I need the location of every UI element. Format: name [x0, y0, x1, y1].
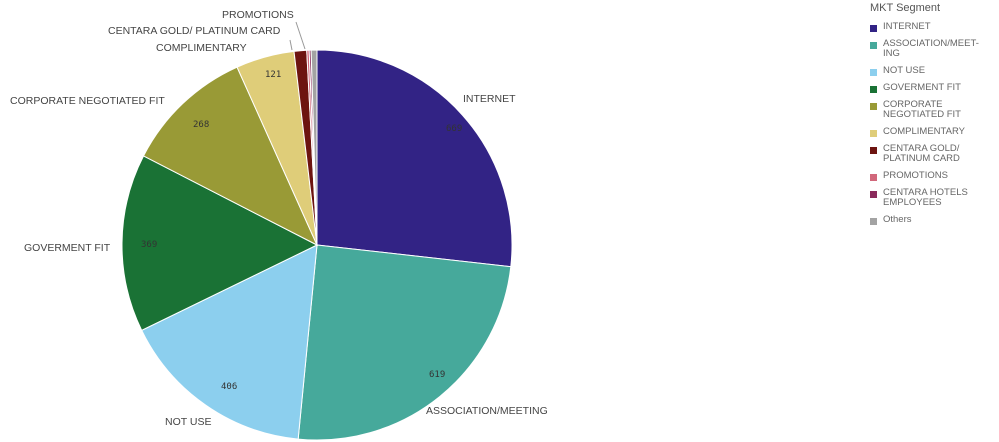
- slice-value-label: 619: [429, 370, 445, 380]
- legend-label: CENTARA HOTELS EMPLOYEES: [883, 187, 968, 208]
- pie-slice[interactable]: [121, 155, 319, 332]
- legend-item[interactable]: PROMOTIONS: [858, 171, 998, 181]
- legend-label: CENTARA GOLD/ PLATINUM CARD: [883, 143, 960, 164]
- pie-slice[interactable]: [310, 49, 318, 246]
- legend-swatch: [870, 191, 877, 198]
- pie-slice[interactable]: [316, 49, 513, 268]
- slice-category-label: NOT USE: [165, 416, 211, 428]
- legend-label: ASSOCIATION/MEET-ING: [883, 38, 979, 59]
- legend-swatch: [870, 130, 877, 137]
- slice-category-label: PROMOTIONS: [222, 9, 294, 21]
- legend-swatch: [870, 103, 877, 110]
- slice-value-label: 268: [193, 120, 209, 130]
- slice-value-label: 121: [265, 70, 281, 80]
- legend-item[interactable]: Others: [858, 215, 998, 225]
- legend-label: GOVERMENT FIT: [883, 82, 961, 93]
- legend-swatch: [870, 69, 877, 76]
- legend-swatch: [870, 147, 877, 154]
- legend-item[interactable]: ASSOCIATION/MEET-ING: [858, 39, 998, 59]
- legend: MKT Segment INTERNET ASSOCIATION/MEET-ING…: [858, 0, 998, 232]
- slice-category-label: COMPLIMENTARY: [156, 42, 247, 54]
- legend-items: INTERNET ASSOCIATION/MEET-ING NOT USE GOVER…: [858, 22, 998, 225]
- legend-swatch: [870, 42, 877, 49]
- legend-item[interactable]: GOVERMENT FIT: [858, 83, 998, 93]
- legend-item[interactable]: COMPLIMENTARY: [858, 127, 998, 137]
- pie-slice[interactable]: [141, 244, 318, 440]
- pie-slice[interactable]: [142, 66, 319, 247]
- legend-item[interactable]: NOT USE: [858, 66, 998, 76]
- legend-label: COMPLIMENTARY: [883, 126, 965, 137]
- slice-value-label: 406: [221, 382, 237, 392]
- legend-item[interactable]: CENTARA GOLD/ PLATINUM CARD: [858, 144, 998, 164]
- legend-swatch: [870, 218, 877, 225]
- legend-label: PROMOTIONS: [883, 170, 948, 181]
- leader-line: [295, 21, 306, 50]
- slice-category-label: CENTARA GOLD/ PLATINUM CARD: [108, 25, 281, 37]
- legend-label: CORPORATE NEGOTIATED FIT: [883, 99, 961, 120]
- slice-value-label: 669: [446, 124, 462, 134]
- legend-title: MKT Segment: [870, 2, 941, 14]
- slice-category-label: INTERNET: [463, 93, 516, 105]
- slice-value-label: 369: [141, 240, 157, 250]
- leader-line: [289, 39, 293, 51]
- legend-swatch: [870, 25, 877, 32]
- legend-item[interactable]: CENTARA HOTELS EMPLOYEES: [858, 188, 998, 208]
- legend-item[interactable]: CORPORATE NEGOTIATED FIT: [858, 100, 998, 120]
- legend-label: Others: [883, 214, 912, 225]
- legend-swatch: [870, 174, 877, 181]
- legend-label: NOT USE: [883, 65, 926, 76]
- legend-swatch: [870, 86, 877, 93]
- legend-label: INTERNET: [883, 21, 931, 32]
- pie-slice[interactable]: [297, 244, 512, 441]
- slice-category-label: GOVERMENT FIT: [24, 242, 111, 254]
- slice-category-label: CORPORATE NEGOTIATED FIT: [10, 95, 165, 107]
- legend-item[interactable]: INTERNET: [858, 22, 998, 32]
- slice-category-label: ASSOCIATION/MEETING: [426, 405, 548, 417]
